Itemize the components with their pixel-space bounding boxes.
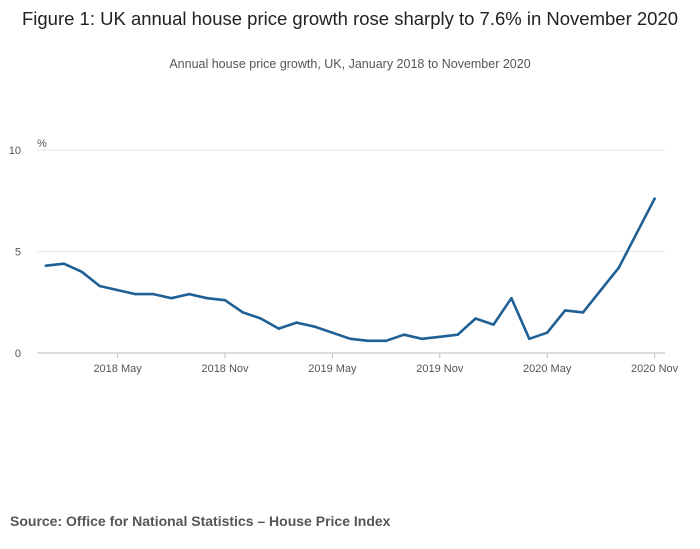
chart-subtitle: Annual house price growth, UK, January 2…	[169, 57, 531, 71]
data-point	[456, 333, 460, 337]
data-point	[187, 292, 191, 296]
y-tick-label: 0	[15, 348, 21, 360]
x-tick-label: 2020 May	[523, 363, 572, 375]
data-point	[599, 288, 603, 292]
data-point	[384, 339, 388, 343]
x-tick-label: 2019 May	[308, 363, 357, 375]
data-point	[295, 321, 298, 324]
data-point	[170, 296, 173, 300]
data-point	[349, 337, 352, 341]
data-point	[241, 311, 245, 314]
data-point	[653, 197, 656, 201]
x-tick-label: 2018 May	[93, 363, 142, 375]
data-point	[98, 284, 101, 288]
x-tick-label: 2019 Nov	[416, 363, 464, 375]
data-point	[366, 339, 370, 343]
data-point	[313, 325, 316, 328]
x-tick-label: 2020 Nov	[631, 363, 679, 375]
data-point	[62, 262, 66, 265]
x-axis: 2018 May 2018 Nov 2019 May 2019 Nov 2020 May…	[93, 353, 679, 375]
data-point	[617, 266, 621, 270]
data-point	[438, 335, 442, 339]
data-point	[420, 337, 424, 341]
source-note: Source: Office for National Statistics –…	[10, 513, 391, 529]
x-tick-label: 2018 Nov	[201, 363, 249, 375]
gridlines	[37, 149, 665, 252]
data-point	[223, 298, 227, 302]
y-tick-label: 10	[9, 145, 21, 157]
data-point	[80, 270, 84, 274]
y-tick-label: 5	[15, 247, 21, 259]
data-point	[205, 296, 209, 300]
y-axis-label: %	[37, 138, 47, 150]
data-point	[528, 337, 531, 341]
data-point	[44, 264, 48, 268]
data-point	[331, 331, 334, 335]
y-axis: 0 5 10	[9, 145, 21, 360]
data-point	[134, 292, 137, 296]
series-line	[44, 197, 656, 343]
data-point	[635, 231, 638, 235]
data-point	[259, 317, 263, 320]
data-point	[116, 288, 119, 292]
chart-title: Figure 1: UK annual house price growth r…	[21, 8, 679, 29]
data-point	[402, 333, 406, 337]
data-point	[581, 311, 585, 314]
data-point	[492, 323, 495, 326]
series-lines	[44, 197, 656, 343]
series-points	[44, 197, 656, 343]
data-point	[510, 296, 513, 300]
data-point	[277, 327, 281, 330]
data-point	[545, 331, 549, 335]
data-point	[563, 309, 567, 312]
data-point	[152, 292, 155, 296]
data-point	[474, 317, 477, 320]
